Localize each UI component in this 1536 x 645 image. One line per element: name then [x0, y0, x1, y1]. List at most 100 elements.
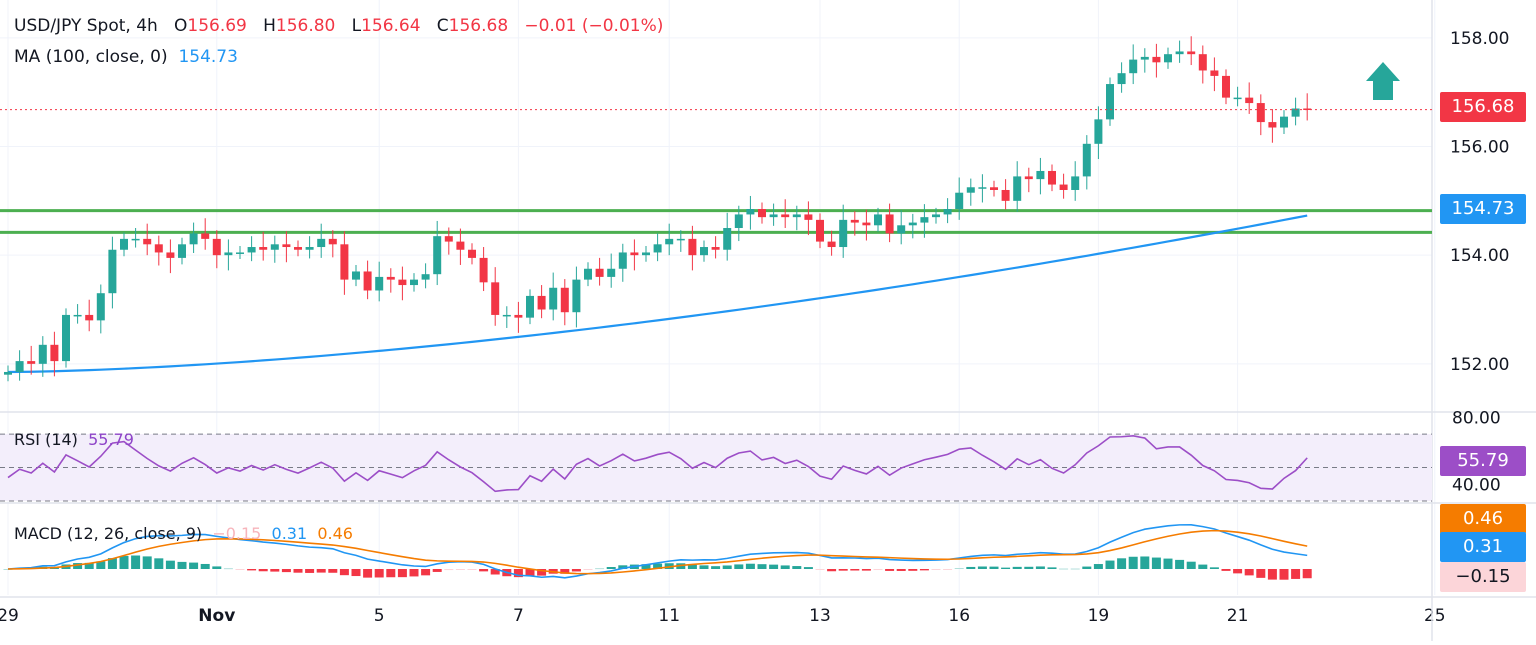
macd-histogram-bar: [1082, 566, 1092, 569]
candle-body: [15, 361, 24, 372]
macd-histogram-bar: [966, 566, 976, 569]
candle-body: [642, 252, 650, 256]
macd-histogram-bar: [560, 569, 570, 574]
macd-histogram-bar: [1267, 569, 1277, 580]
date-tick-label: 21: [1227, 606, 1249, 626]
macd-histogram-bar: [444, 569, 454, 571]
candle-body: [1082, 143, 1091, 177]
candle-body: [595, 268, 604, 277]
candle-body: [247, 247, 256, 253]
rsi-line: [7, 434, 1308, 493]
candle-body: [4, 371, 12, 375]
ma-legend: MA (100, close, 0) 154.73: [14, 47, 238, 67]
date-tick-label: 19: [1088, 606, 1110, 626]
macd-histogram-bar: [96, 561, 106, 569]
candle-body: [1245, 97, 1254, 104]
candle-body: [1140, 56, 1149, 60]
candle-body: [1059, 184, 1068, 190]
macd-histogram-bar: [699, 565, 709, 569]
low-value: 156.64: [361, 16, 421, 36]
macd-histogram-bar: [571, 569, 581, 572]
candle-body: [723, 228, 732, 250]
candle-body: [1013, 176, 1022, 201]
macd-histogram-bar: [1012, 566, 1022, 569]
candle-body: [201, 233, 210, 239]
macd-histogram-bar: [803, 567, 813, 569]
candle-body: [224, 252, 233, 256]
macd-hist-badge: −0.15: [1440, 562, 1526, 592]
candle-body: [340, 244, 349, 280]
high-value: 156.80: [275, 16, 336, 36]
macd-histogram-bar: [815, 569, 825, 570]
macd-histogram-bar: [200, 563, 210, 569]
date-tick-label: 13: [809, 606, 831, 626]
macd-histogram-bar: [711, 566, 721, 569]
macd-histogram-bar: [1105, 560, 1115, 569]
macd-histogram-bar: [687, 564, 697, 569]
candle-body: [73, 314, 82, 317]
date-tick-label: Nov: [198, 606, 235, 626]
macd-histogram-bar: [131, 555, 141, 569]
candle-body: [816, 219, 824, 242]
macd-histogram-bar: [316, 569, 326, 573]
candle-body: [885, 214, 894, 234]
macd-histogram-bar: [977, 566, 987, 569]
macd-label: MACD (12, 26, close, 9): [14, 524, 203, 543]
macd-histogram-bar: [908, 569, 918, 571]
candle-body: [154, 244, 163, 253]
symbol-title: USD/JPY Spot, 4h: [14, 16, 158, 36]
macd-histogram-bar: [1024, 566, 1034, 569]
candle-body: [212, 238, 221, 256]
ohlc-legend: USD/JPY Spot, 4h O156.69 H156.80 L156.64…: [14, 16, 663, 36]
close-label: C: [436, 16, 449, 36]
candle-body: [363, 271, 372, 291]
candle-body: [282, 244, 291, 248]
macd-histogram-bar: [154, 558, 164, 569]
macd-histogram-bar: [931, 569, 941, 570]
macd-histogram-bar: [73, 563, 83, 569]
macd-histogram-bar: [838, 569, 848, 571]
candle-body: [433, 236, 442, 275]
candle-body: [943, 209, 952, 215]
macd-histogram-bar: [1140, 556, 1150, 569]
candle-body: [1222, 75, 1230, 98]
macd-histogram-bar: [1059, 568, 1069, 570]
candle-body: [758, 209, 766, 218]
candle-body: [96, 293, 105, 321]
macd-histogram-bar: [943, 569, 953, 570]
macd-histogram-bar: [722, 565, 732, 569]
macd-histogram-bar: [513, 569, 523, 578]
candle-body: [537, 295, 546, 310]
candle-body: [1256, 103, 1265, 123]
candle-body: [1187, 51, 1196, 55]
macd-histogram-bar: [1175, 559, 1185, 569]
candle-body: [85, 314, 94, 321]
macd-histogram-bar: [1035, 566, 1045, 569]
candle-body: [1048, 170, 1056, 185]
macd-histogram-bar: [1047, 567, 1057, 569]
candle-body: [874, 214, 882, 226]
macd-histogram-bar: [792, 566, 802, 569]
macd-histogram-bar: [3, 569, 13, 570]
macd-histogram-bar: [386, 569, 396, 578]
date-tick-label: 5: [374, 606, 385, 626]
macd-histogram-bar: [745, 563, 755, 569]
date-tick-label: 29: [0, 606, 19, 626]
candle-body: [479, 257, 488, 283]
ma-line: [7, 214, 1308, 374]
macd-histogram-bar: [84, 562, 94, 569]
candle-body: [131, 238, 140, 241]
date-tick-label: 16: [948, 606, 970, 626]
date-tick-label: 25: [1424, 606, 1446, 626]
candle-body: [1233, 97, 1242, 100]
price-tick-label: 154.00: [1450, 246, 1509, 266]
macd-histogram-bar: [537, 569, 547, 576]
macd-histogram-bar: [177, 561, 187, 569]
candle-body: [850, 219, 859, 223]
macd-histogram-bar: [1291, 569, 1301, 579]
candle-body: [607, 268, 616, 277]
macd-histogram-bar: [467, 569, 477, 570]
close-value: 156.68: [448, 16, 509, 36]
